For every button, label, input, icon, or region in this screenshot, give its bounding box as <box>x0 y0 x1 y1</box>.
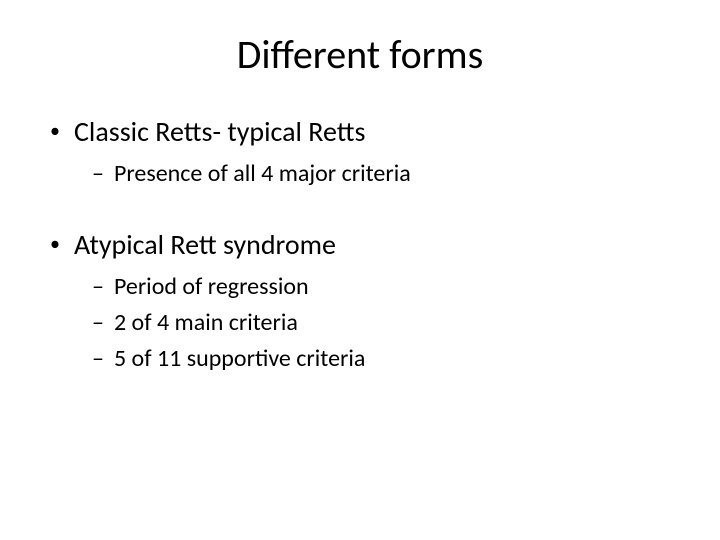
subbullet-main-criteria: – 2 of 4 main criteria <box>92 308 675 338</box>
slide-content: • Classic Retts- typical Retts – Presenc… <box>45 114 675 374</box>
dash-marker-icon: – <box>92 344 104 374</box>
subbullet-regression: – Period of regression <box>92 272 675 302</box>
bullet-classic-retts: • Classic Retts- typical Retts <box>50 114 675 149</box>
bullet-atypical-rett: • Atypical Rett syndrome <box>50 227 675 262</box>
subbullet-supportive-criteria: – 5 of 11 supportive criteria <box>92 344 675 374</box>
subbullet-text: 2 of 4 main criteria <box>114 308 298 337</box>
dash-marker-icon: – <box>92 308 104 338</box>
subbullet-text: Period of regression <box>114 272 309 301</box>
subbullet-text: Presence of all 4 major criteria <box>114 159 411 188</box>
slide: Different forms • Classic Retts- typical… <box>0 0 720 540</box>
bullet-marker-icon: • <box>50 227 60 261</box>
subbullet-presence-criteria: – Presence of all 4 major criteria <box>92 159 675 189</box>
bullet-marker-icon: • <box>50 114 60 148</box>
spacer <box>50 195 675 227</box>
dash-marker-icon: – <box>92 159 104 189</box>
subbullet-text: 5 of 11 supportive criteria <box>114 344 365 373</box>
dash-marker-icon: – <box>92 272 104 302</box>
bullet-text: Atypical Rett syndrome <box>74 227 336 262</box>
slide-title: Different forms <box>45 30 675 79</box>
bullet-text: Classic Retts- typical Retts <box>74 114 366 149</box>
